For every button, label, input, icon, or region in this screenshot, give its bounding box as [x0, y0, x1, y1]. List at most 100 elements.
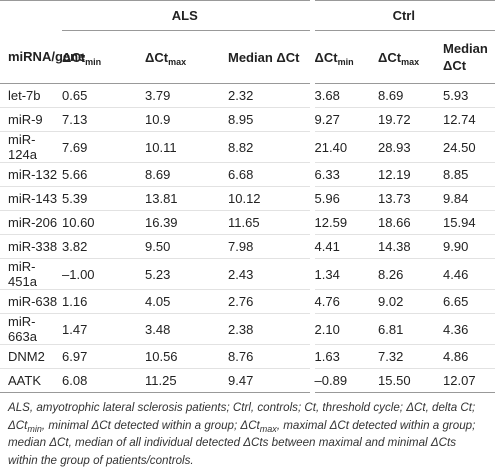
- cell: 10.11: [145, 131, 228, 163]
- cell: 4.05: [145, 289, 228, 314]
- cell: 5.66: [62, 162, 145, 187]
- row-label: AATK: [0, 368, 62, 393]
- cell: 5.93: [443, 83, 495, 108]
- cell: –0.89: [309, 368, 379, 393]
- cell: 3.79: [145, 83, 228, 108]
- cell: 9.27: [309, 107, 379, 132]
- cell: 2.43: [228, 258, 313, 290]
- cell: 6.97: [62, 344, 145, 369]
- footnote-text: ALS, amyotrophic lateral sclerosis patie…: [8, 401, 476, 432]
- cell: 2.38: [228, 313, 313, 345]
- row-label: let-7b: [0, 83, 62, 108]
- cell: 15.50: [378, 368, 444, 393]
- cell: 6.33: [309, 162, 379, 187]
- table-row: miR-206 10.60 16.39 11.65 12.59 18.66 15.94: [0, 210, 495, 235]
- cell: 8.69: [378, 83, 444, 108]
- cell: 4.86: [443, 344, 495, 369]
- group-header: ALS: [62, 0, 313, 31]
- cell: 0.65: [62, 83, 145, 108]
- column-header: ΔCtmin: [309, 30, 379, 84]
- column-header-subscript: min: [85, 56, 102, 67]
- cell: 4.76: [309, 289, 379, 314]
- column-header-subscript: min: [337, 56, 354, 67]
- cell: 21.40: [309, 131, 379, 163]
- row-label: miR-338: [0, 234, 62, 259]
- cell: 7.98: [228, 234, 313, 259]
- group-header: Ctrl: [309, 0, 495, 31]
- table-row: DNM2 6.97 10.56 8.76 1.63 7.32 4.86: [0, 344, 495, 369]
- footnote-subscript: min: [27, 423, 42, 434]
- column-header-text: ΔCt: [314, 49, 338, 65]
- cell: 8.85: [443, 162, 495, 187]
- cell: 5.23: [145, 258, 228, 290]
- cell: 10.9: [145, 107, 228, 132]
- column-header-text: Median ΔCt: [443, 41, 488, 73]
- column-header: Median ΔCt: [228, 30, 313, 84]
- column-header-text: ΔCt: [145, 49, 169, 65]
- table-row: let-7b 0.65 3.79 2.32 3.68 8.69 5.93: [0, 83, 495, 108]
- row-label: miR-206: [0, 210, 62, 235]
- table-row: miR-124a 7.69 10.11 8.82 21.40 28.93 24.50: [0, 131, 495, 163]
- cell: 13.73: [378, 186, 444, 211]
- cell: 12.59: [309, 210, 379, 235]
- empty-cell: [0, 1, 62, 31]
- cell: 5.96: [309, 186, 379, 211]
- cell: 1.47: [62, 313, 145, 345]
- cell: 8.69: [145, 162, 228, 187]
- table-row: miR-9 7.13 10.9 8.95 9.27 19.72 12.74: [0, 107, 495, 132]
- cell: 9.84: [443, 186, 495, 211]
- cell: 8.95: [228, 107, 313, 132]
- cell: 8.26: [378, 258, 444, 290]
- footnote-text: , maximal ΔCt detected within a group; m…: [8, 418, 476, 467]
- cell: 11.65: [228, 210, 313, 235]
- cell: 12.07: [443, 368, 495, 393]
- footnote: ALS, amyotrophic lateral sclerosis patie…: [0, 393, 495, 469]
- cell: 10.56: [145, 344, 228, 369]
- cell: 16.39: [145, 210, 228, 235]
- cell: 11.25: [145, 368, 228, 393]
- cell: 10.12: [228, 186, 313, 211]
- column-header: ΔCtmax: [378, 30, 444, 84]
- cell: 4.46: [443, 258, 495, 290]
- column-header-row: miRNA/gene ΔCtmin ΔCtmax Median ΔCt ΔCtmin ΔC…: [0, 30, 495, 84]
- cell: 28.93: [378, 131, 444, 163]
- row-label: miR-451a: [0, 258, 62, 290]
- cell: 2.10: [309, 313, 379, 345]
- row-label: miR-132: [0, 162, 62, 187]
- cell: 24.50: [443, 131, 495, 163]
- table-row: miR-132 5.66 8.69 6.68 6.33 12.19 8.85: [0, 162, 495, 187]
- cell: 6.81: [378, 313, 444, 345]
- group-header-row: ALS Ctrl: [0, 0, 495, 31]
- cell: 8.76: [228, 344, 313, 369]
- cell: 3.82: [62, 234, 145, 259]
- table-row: miR-338 3.82 9.50 7.98 4.41 14.38 9.90: [0, 234, 495, 259]
- row-label: miR-143: [0, 186, 62, 211]
- cell: 6.65: [443, 289, 495, 314]
- cell: 9.02: [378, 289, 444, 314]
- column-header-text: ΔCt: [62, 49, 86, 65]
- row-label: DNM2: [0, 344, 62, 369]
- column-header: ΔCtmin: [62, 30, 145, 84]
- cell: 1.16: [62, 289, 145, 314]
- cell: 9.50: [145, 234, 228, 259]
- footnote-subscript: max: [259, 423, 277, 434]
- cell: 7.69: [62, 131, 145, 163]
- column-header-subscript: max: [168, 56, 187, 67]
- table-row: miR-638 1.16 4.05 2.76 4.76 9.02 6.65: [0, 289, 495, 314]
- cell: 2.76: [228, 289, 313, 314]
- row-label: miR-9: [0, 107, 62, 132]
- cell: 9.90: [443, 234, 495, 259]
- cell: 6.08: [62, 368, 145, 393]
- cell: 7.32: [378, 344, 444, 369]
- cell: 3.48: [145, 313, 228, 345]
- data-table: ALS Ctrl miRNA/gene ΔCtmin ΔCtmax Median ΔC…: [0, 0, 495, 393]
- table-body: let-7b 0.65 3.79 2.32 3.68 8.69 5.93 miR-9 7.13 1…: [0, 83, 495, 393]
- cell: 6.68: [228, 162, 313, 187]
- cell: 5.39: [62, 186, 145, 211]
- cell: 13.81: [145, 186, 228, 211]
- cell: –1.00: [62, 258, 145, 290]
- cell: 9.47: [228, 368, 313, 393]
- row-label: miR-638: [0, 289, 62, 314]
- row-label: miR-663a: [0, 313, 62, 345]
